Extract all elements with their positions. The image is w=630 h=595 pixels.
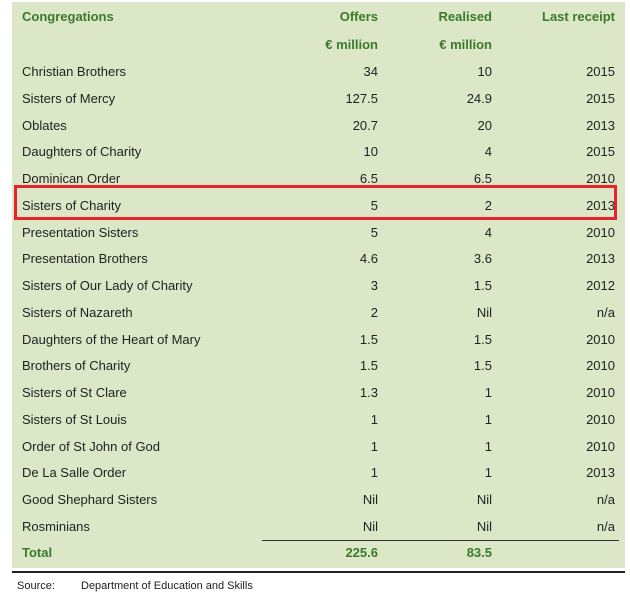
unit-realised: € million	[439, 37, 492, 52]
source-text: Department of Education and Skills	[81, 580, 253, 592]
table-cell: 2010	[586, 412, 615, 427]
table-cell: 2013	[586, 251, 615, 266]
table-cell: Christian Brothers	[22, 64, 127, 79]
table-cell: 2013	[586, 465, 615, 480]
table-cell: Daughters of the Heart of Mary	[22, 332, 201, 347]
table-cell: 4	[484, 144, 492, 159]
source-label: Source:	[17, 580, 55, 592]
table-cell: 3.6	[473, 251, 492, 266]
table-cell: 2010	[586, 225, 615, 240]
table-cell: Nil	[476, 305, 492, 320]
table-cell: 2015	[586, 144, 615, 159]
table-cell: 6.5	[473, 171, 492, 186]
table-cell: Daughters of Charity	[22, 144, 142, 159]
footer-rule	[12, 571, 625, 573]
table-cell: 2010	[586, 439, 615, 454]
total-realised: 83.5	[466, 545, 492, 560]
table-cell: 4.6	[359, 251, 378, 266]
table-cell: Sisters of Nazareth	[22, 305, 133, 320]
table-cell: 1	[370, 465, 378, 480]
table-cell: 1	[484, 465, 492, 480]
table-cell: 1.5	[473, 358, 492, 373]
table-cell: 1.5	[473, 278, 492, 293]
table-cell: 1.5	[473, 332, 492, 347]
table-cell: Presentation Brothers	[22, 251, 148, 266]
table-cell: 10	[363, 144, 378, 159]
table-cell: 2	[370, 305, 378, 320]
table-cell: 6.5	[359, 171, 378, 186]
table-cell: Rosminians	[22, 519, 90, 534]
table-cell: Sisters of St Louis	[22, 412, 127, 427]
table-cell: Order of St John of God	[22, 439, 161, 454]
table-cell: 5	[370, 225, 378, 240]
header-offers: Offers	[339, 9, 378, 24]
table-cell: 1	[370, 439, 378, 454]
table-cell: 1.5	[359, 332, 378, 347]
table-cell: Nil	[362, 492, 378, 507]
table-cell: Sisters of Charity	[22, 198, 121, 213]
table-cell: 5	[370, 198, 378, 213]
table-cell: Dominican Order	[22, 171, 121, 186]
table-cell: Presentation Sisters	[22, 225, 139, 240]
table-cell: 1	[484, 385, 492, 400]
table-cell: 2010	[586, 358, 615, 373]
table-cell: 2015	[586, 64, 615, 79]
table-cell: 1.3	[359, 385, 378, 400]
table-cell: 1	[484, 439, 492, 454]
table-cell: 1	[484, 412, 492, 427]
table-cell: 2010	[586, 332, 615, 347]
header-last-receipt: Last receipt	[542, 9, 615, 24]
table-cell: Brothers of Charity	[22, 358, 131, 373]
table-cell: 2012	[586, 278, 615, 293]
table-cell: 2013	[586, 198, 615, 213]
table-cell: 2010	[586, 385, 615, 400]
header-congregations: Congregations	[22, 9, 114, 24]
total-divider	[262, 540, 619, 541]
table-cell: 1	[370, 412, 378, 427]
table-cell: n/a	[596, 492, 615, 507]
table-cell: 4	[484, 225, 492, 240]
table-cell: 2015	[586, 91, 615, 106]
table-cell: Nil	[476, 519, 492, 534]
table-cell: Sisters of St Clare	[22, 385, 127, 400]
table-cell: 127.5	[345, 91, 378, 106]
table-cell: 20.7	[352, 118, 378, 133]
table-cell: 1.5	[359, 358, 378, 373]
table-cell: 34	[363, 64, 378, 79]
table-cell: Nil	[476, 492, 492, 507]
table-cell: Sisters of Our Lady of Charity	[22, 278, 193, 293]
highlight-box	[14, 185, 617, 220]
table-panel: Congregations Offers Realised Last recei…	[12, 2, 625, 568]
table-cell: 2	[484, 198, 492, 213]
table-cell: 10	[477, 64, 492, 79]
total-label: Total	[22, 545, 53, 560]
table-cell: De La Salle Order	[22, 465, 127, 480]
table-cell: 24.9	[466, 91, 492, 106]
total-offers: 225.6	[345, 545, 378, 560]
table-cell: 2013	[586, 118, 615, 133]
header-realised: Realised	[438, 9, 492, 24]
table-cell: Nil	[362, 519, 378, 534]
table-cell: Good Shephard Sisters	[22, 492, 158, 507]
table-cell: 2010	[586, 171, 615, 186]
table-cell: Sisters of Mercy	[22, 91, 116, 106]
unit-offers: € million	[325, 37, 378, 52]
table-cell: n/a	[596, 519, 615, 534]
table-cell: n/a	[596, 305, 615, 320]
table-cell: Oblates	[22, 118, 67, 133]
table-cell: 20	[477, 118, 492, 133]
table-cell: 3	[370, 278, 378, 293]
